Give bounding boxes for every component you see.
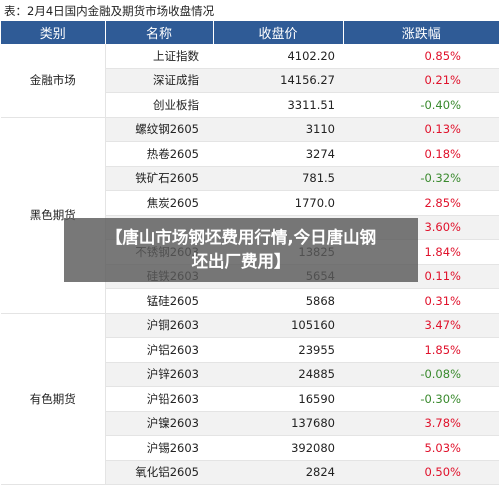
header-category: 类别 xyxy=(1,21,106,44)
change-pct: 0.18% xyxy=(343,141,499,167)
close-price: 16590 xyxy=(213,386,343,412)
table-row: 热卷2605 3274 0.18% xyxy=(1,141,499,167)
close-price: 24885 xyxy=(213,362,343,387)
close-price: 23955 xyxy=(213,337,343,363)
table-row: 氧化铝2605 2824 0.50% xyxy=(1,460,499,485)
table-row: 创业板指 3311.51 -0.40% xyxy=(1,92,499,118)
category-cell: 金融市场 xyxy=(1,44,106,118)
table-caption: 表：2月4日国内金融及期货市场收盘情况 xyxy=(4,4,215,18)
instrument-name: 沪铝2603 xyxy=(105,337,213,363)
table-row: 沪镍2603 137680 3.78% xyxy=(1,411,499,436)
table-row: 沪锡2603 392080 5.03% xyxy=(1,435,499,461)
headline-line-2: 坯出厂费用】 xyxy=(191,252,291,271)
change-pct: -0.30% xyxy=(343,386,499,412)
instrument-name: 氧化铝2605 xyxy=(105,460,213,485)
change-pct: 0.31% xyxy=(343,288,499,314)
close-price: 1770.0 xyxy=(213,190,343,216)
change-pct: 1.85% xyxy=(343,337,499,363)
table-row: 黑色期货 螺纹钢2605 3110 0.13% xyxy=(1,117,499,314)
change-pct: 0.50% xyxy=(343,460,499,485)
category-cell: 有色期货 xyxy=(1,313,106,485)
table-header-row: 类别 名称 收盘价 涨跌幅 xyxy=(1,21,499,44)
close-price: 3274 xyxy=(213,141,343,167)
close-price: 392080 xyxy=(213,435,343,461)
close-price: 2824 xyxy=(213,460,343,485)
header-change-pct: 涨跌幅 xyxy=(343,21,499,44)
header-close-price: 收盘价 xyxy=(213,21,344,44)
table-row: 有色期货 沪铜2603 105160 3.47% xyxy=(1,313,499,485)
close-price: 105160 xyxy=(213,313,343,338)
change-pct: 2.85% xyxy=(343,190,499,216)
close-price: 3311.51 xyxy=(213,92,343,118)
instrument-name: 热卷2605 xyxy=(105,141,213,167)
instrument-name: 沪镍2603 xyxy=(105,411,213,436)
instrument-name: 深证成指 xyxy=(105,68,213,93)
table-row: 沪铅2603 16590 -0.30% xyxy=(1,386,499,412)
instrument-name: 上证指数 xyxy=(105,44,213,69)
table-row: 焦炭2605 1770.0 2.85% xyxy=(1,190,499,216)
table-row: 深证成指 14156.27 0.21% xyxy=(1,68,499,93)
change-pct: 5.03% xyxy=(343,435,499,461)
close-price: 5868 xyxy=(213,288,343,314)
category-cell: 黑色期货 xyxy=(1,117,106,314)
close-price: 14156.27 xyxy=(213,68,343,93)
instrument-name: 铁矿石2605 xyxy=(105,166,213,191)
instrument-name: 螺纹钢2605 xyxy=(105,117,213,142)
change-pct: -0.08% xyxy=(343,362,499,387)
instrument-name: 沪锌2603 xyxy=(105,362,213,387)
table-row: 锰硅2605 5868 0.31% xyxy=(1,288,499,314)
instrument-name: 沪锡2603 xyxy=(105,435,213,461)
instrument-name: 焦炭2605 xyxy=(105,190,213,216)
change-pct: 3.78% xyxy=(343,411,499,436)
table-row: 沪铝2603 23955 1.85% xyxy=(1,337,499,363)
change-pct: 0.21% xyxy=(343,68,499,93)
instrument-name: 锰硅2605 xyxy=(105,288,213,314)
change-pct: -0.32% xyxy=(343,166,499,191)
table-row: 金融市场 上证指数 4102.20 0.85% xyxy=(1,44,499,118)
close-price: 4102.20 xyxy=(213,44,343,69)
instrument-name: 创业板指 xyxy=(105,92,213,118)
instrument-name: 沪铜2603 xyxy=(105,313,213,338)
headline-overlay[interactable]: 【唐山市场钢坯费用行情,今日唐山钢 坯出厂费用】 xyxy=(64,218,418,282)
change-pct: 0.85% xyxy=(343,44,499,69)
change-pct: 3.47% xyxy=(343,313,499,338)
instrument-name: 沪铅2603 xyxy=(105,386,213,412)
table-row: 铁矿石2605 781.5 -0.32% xyxy=(1,166,499,191)
change-pct: 0.13% xyxy=(343,117,499,142)
close-price: 3110 xyxy=(213,117,343,142)
headline-line-1: 【唐山市场钢坯费用行情,今日唐山钢 xyxy=(105,228,377,247)
header-name: 名称 xyxy=(105,21,214,44)
change-pct: -0.40% xyxy=(343,92,499,118)
table-row: 沪锌2603 24885 -0.08% xyxy=(1,362,499,387)
close-price: 781.5 xyxy=(213,166,343,191)
close-price: 137680 xyxy=(213,411,343,436)
